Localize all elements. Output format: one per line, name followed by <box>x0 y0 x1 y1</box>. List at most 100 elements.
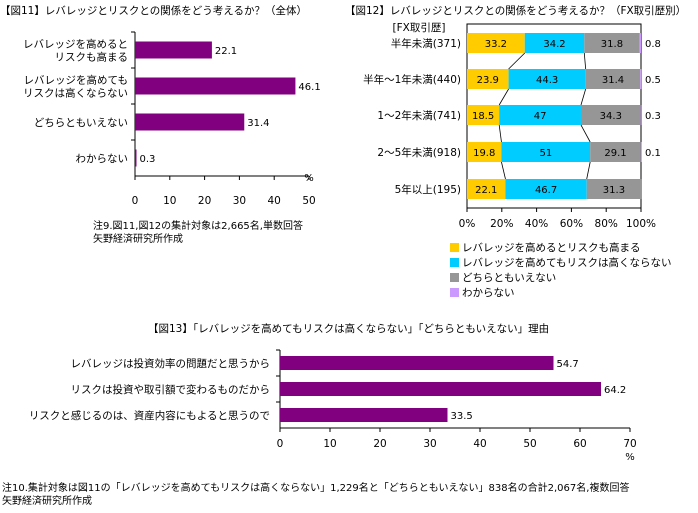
fig12-legend-swatch <box>450 243 459 252</box>
fig12-x-tick-label: 60% <box>560 218 583 230</box>
fig12-x-tick-label: 20% <box>490 218 513 230</box>
fig12-data-label: 19.8 <box>473 148 495 159</box>
fig12-bar-segment <box>467 179 506 199</box>
fig12-x-tick-label: 40% <box>525 218 548 230</box>
fig12-bar-segment <box>584 33 640 53</box>
fig12-data-label: 22.1 <box>475 185 497 196</box>
fig12-title: 【図12】レバレッジとリスクとの関係をどう考えるか？（FX取引歴別） <box>345 5 687 17</box>
fig13-bar <box>280 382 601 396</box>
fig13-chart: 54.7 レバレッジは投資効率の問題だと思うから 64.2 リスクは投資や取引額で変わ… <box>29 349 637 463</box>
fig12-legend: レバレッジを高めるとリスクも高まるレバレッジを高めてもリスクは高くならない どちら… <box>450 240 690 302</box>
fig12-legend-item: どちらともいえない <box>450 270 556 284</box>
fig12-series-line <box>501 161 506 180</box>
fig13-data-label: 54.7 <box>557 359 579 370</box>
fig12-data-label: 34.3 <box>600 111 622 122</box>
fig11-bar <box>135 149 137 167</box>
fig12-series-line <box>498 124 502 143</box>
fig13-title: 【図13】「レバレッジを高めてもリスクは高くならない」「どちらともいえない」理由 <box>148 323 550 335</box>
fig11-unit-label: % <box>304 173 314 184</box>
fig12-x-tick-label: 100% <box>626 218 656 230</box>
fig11-x-tick-label: 20 <box>198 195 211 207</box>
fig11-x-tick-label: 40 <box>268 195 281 207</box>
fig13-x-tick-label: 60 <box>573 438 586 450</box>
fig12-series-line <box>580 88 587 106</box>
fig13-x-tick-label: 30 <box>423 438 436 450</box>
fig13-data-label: 64.2 <box>604 385 626 396</box>
fig13-note-line-2: 矢野経済研究所作成 <box>2 496 92 507</box>
fig12-chart: [FX取引歴] 33.2 34.2 31.8 0.8 半年未満(371) 23.9 44.3 3… <box>363 21 661 230</box>
fig11-data-label: 0.3 <box>140 154 156 165</box>
fig12-category-label: 5年以上(195) <box>395 183 461 196</box>
fig11-note-line-2: 矢野経済研究所作成 <box>93 234 183 245</box>
fig12-legend-item: レバレッジを高めてもリスクは高くならない <box>450 255 671 269</box>
fig13-category-label: リスクは投資や取引額で変わるものだから <box>71 383 271 396</box>
fig12-bar-segment <box>590 142 641 162</box>
fig13-x-tick-label: 0 <box>277 438 284 450</box>
fig12-legend-label: わからない <box>462 287 515 299</box>
fig12-category-label: 半年～1年未満(440) <box>363 73 461 86</box>
fig12-data-label: 31.4 <box>602 75 624 86</box>
fig12-series-line <box>580 124 591 143</box>
fig12-series-line <box>508 52 526 70</box>
fig13-bar <box>280 356 554 370</box>
fig12-bar-segment <box>499 105 581 125</box>
fig11-note-line-1: 注9.図11,図12の集計対象は2,665名,単数回答 <box>93 221 303 232</box>
fig12-data-label: 29.1 <box>604 148 626 159</box>
fig12-data-label: 33.2 <box>485 39 507 50</box>
fig12-legend-label: レバレッジを高めるとリスクも高まる <box>462 242 641 254</box>
fig13-note: 注10.集計対象は図11の「レバレッジを高めてもリスクは高くならない」1,229… <box>2 482 629 508</box>
fig13-x-tick-label: 50 <box>523 438 536 450</box>
fig12-legend-label: レバレッジを高めてもリスクは高くならない <box>462 257 672 269</box>
fig11-bar <box>135 113 245 131</box>
fig12-series-line <box>586 161 591 180</box>
fig13-bar <box>280 408 448 422</box>
fig12-x-tick-label: 0% <box>459 218 476 230</box>
fig11-data-label: 31.4 <box>247 118 269 129</box>
fig12-data-label: 51 <box>539 148 552 159</box>
fig11-x-tick-label: 10 <box>163 195 176 207</box>
fig12-legend-item: わからない <box>450 285 515 299</box>
fig12-data-label: 46.7 <box>535 185 557 196</box>
fig13-x-tick-label: 10 <box>323 438 336 450</box>
fig12-data-label: 34.2 <box>543 39 565 50</box>
fig12-legend-swatch <box>450 258 459 267</box>
fig13-x-tick-label: 70 <box>623 438 636 450</box>
fig12-bar-segment <box>501 142 591 162</box>
fig13-category-label: レバレッジは投資効率の問題だと思うから <box>71 357 271 370</box>
fig11-bar <box>135 77 296 95</box>
fig11-data-label: 46.1 <box>298 82 320 93</box>
fig11-x-tick-label: 50 <box>302 195 315 207</box>
fig12-bar-segment <box>640 142 642 162</box>
fig11-category-label: リスクも高まる <box>55 51 129 64</box>
fig12-data-label-outside: 0.1 <box>645 148 661 159</box>
fig13-note-line-1: 注10.集計対象は図11の「レバレッジを高めてもリスクは高くならない」1,229… <box>2 483 630 494</box>
fig12-data-label: 18.5 <box>472 111 494 122</box>
fig13-x-tick-label: 40 <box>473 438 486 450</box>
fig12-bar-segment <box>467 142 502 162</box>
fig12-bar-segment <box>585 69 641 89</box>
fig12-data-label: 23.9 <box>477 75 499 86</box>
fig12-data-label: 31.3 <box>603 185 625 196</box>
fig12-category-label: 1～2年未満(741) <box>377 109 461 122</box>
fig13-data-label: 33.5 <box>451 411 473 422</box>
fig12-legend-label: どちらともいえない <box>462 272 557 284</box>
fig12-bar-segment <box>524 33 585 53</box>
fig13-unit-label: % <box>625 452 635 463</box>
fig12-data-label-outside: 0.3 <box>645 111 661 122</box>
fig12-bar-segment <box>467 105 500 125</box>
fig11-category-label: わからない <box>76 153 129 165</box>
fig11-category-label: どちらともいえない <box>34 117 128 129</box>
fig12-data-label-outside: 0.8 <box>645 39 661 50</box>
fig11-chart: 22.1 レバレッジを高めるとリスクも高まる 46.1 レバレッジを高めてもリスクは高… <box>23 31 321 207</box>
fig12-legend-item: レバレッジを高めるとリスクも高まる <box>450 240 641 254</box>
fig11-category-label: リスクは高くならない <box>23 87 128 100</box>
fig12-category-label: 2～5年未満(918) <box>377 146 461 159</box>
fig12-bar-segment <box>467 69 509 89</box>
fig12-data-label-outside: 0.5 <box>645 75 661 86</box>
fig12-bar-segment <box>640 69 642 89</box>
fig12-data-label: 47 <box>534 111 547 122</box>
fig12-bar-segment <box>640 105 642 125</box>
fig11-category-label: レバレッジを高めても <box>24 74 128 87</box>
fig11-title: 【図11】レバレッジとリスクとの関係をどう考えるか？（全体） <box>0 5 307 17</box>
fig13-x-tick-label: 20 <box>373 438 386 450</box>
